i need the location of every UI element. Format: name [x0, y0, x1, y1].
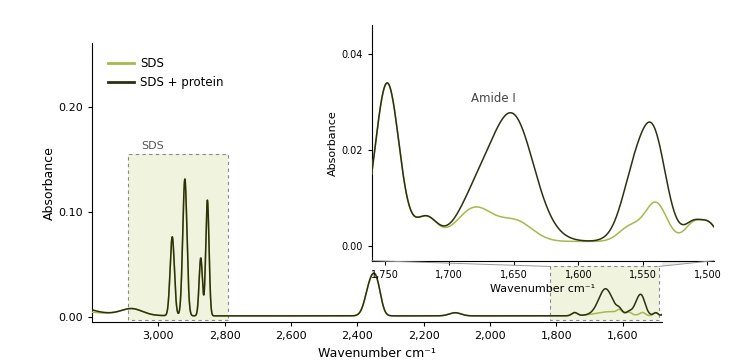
- X-axis label: Wavenumber cm⁻¹: Wavenumber cm⁻¹: [318, 347, 436, 360]
- Bar: [129, 154, 228, 320]
- Text: Amide I: Amide I: [471, 92, 516, 105]
- Y-axis label: Absorbance: Absorbance: [328, 110, 339, 176]
- X-axis label: Wavenumber cm⁻¹: Wavenumber cm⁻¹: [490, 284, 595, 294]
- Text: SDS: SDS: [142, 141, 164, 151]
- Bar: [550, 266, 659, 320]
- Y-axis label: Absorbance: Absorbance: [43, 146, 55, 220]
- Legend: SDS, SDS + protein: SDS, SDS + protein: [104, 52, 228, 93]
